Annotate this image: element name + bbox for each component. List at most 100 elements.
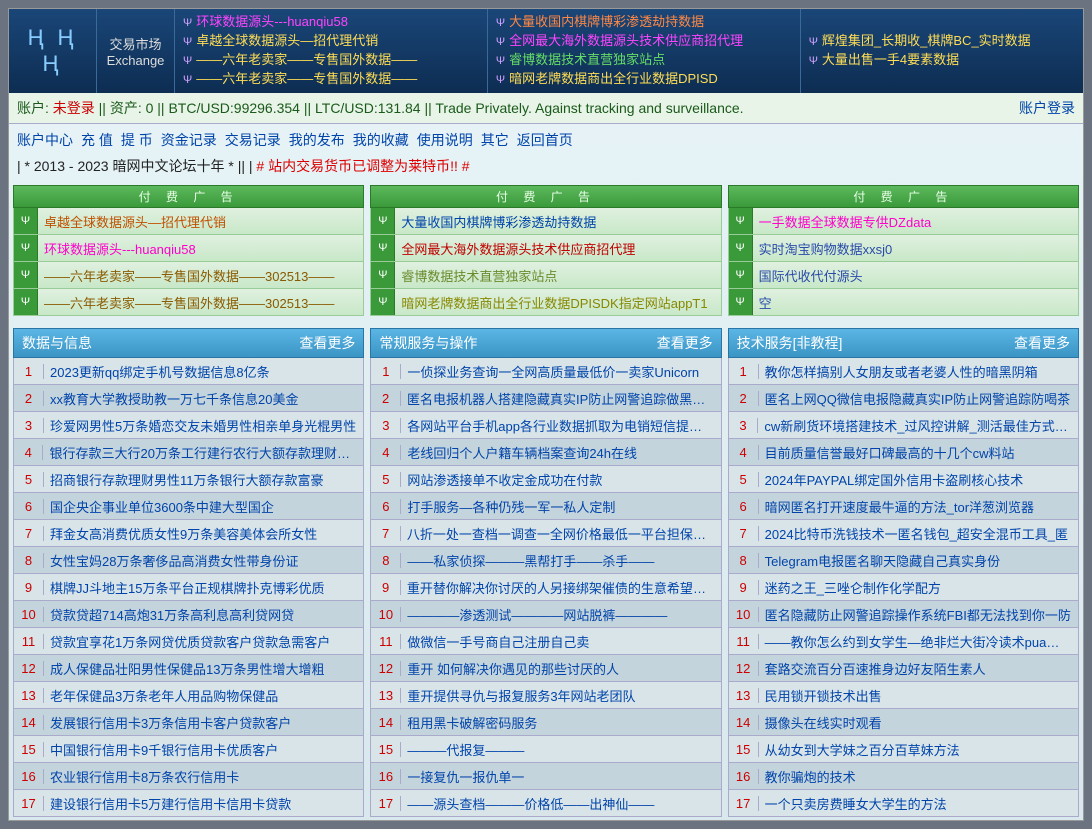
list-item[interactable]: 16一接复仇一报仇单一 — [370, 763, 721, 790]
announce-col-1: Ψ环球数据源头---huanqiu58Ψ卓越全球数据源头—招代理代销Ψ——六年老… — [175, 9, 488, 93]
list-item[interactable]: 7拜金女高消费优质女性9万条美容美体会所女性 — [13, 520, 364, 547]
list-item[interactable]: 3珍爱网男性5万条婚恋交友未婚男性相亲单身光棍男性 — [13, 412, 364, 439]
announce-line[interactable]: Ψ大量收国内棋牌博彩渗透劫持数据 — [496, 13, 792, 32]
ad-columns: 付 费 广 告 Ψ卓越全球数据源头—招代理代销Ψ环球数据源头---huanqiu5… — [9, 182, 1083, 319]
ad-row[interactable]: Ψ——六年老卖家——专售国外数据——302513—— — [13, 289, 364, 316]
announce-line[interactable]: Ψ——六年老卖家——专售国外数据—— — [183, 51, 479, 70]
ad-row[interactable]: Ψ实时淘宝购物数据xxsj0 — [728, 235, 1079, 262]
list-item[interactable]: 9重开替你解决你讨厌的人另接绑架催债的生意希望对拍 — [370, 574, 721, 601]
list-item[interactable]: 6国企央企事业单位3600条中建大型国企 — [13, 493, 364, 520]
list-item[interactable]: 3cw新刷货环境搭建技术_过风控讲解_测活最佳方式_资 — [728, 412, 1079, 439]
ad-section-header: 付 费 广 告 — [728, 185, 1079, 208]
list-item[interactable]: 13老年保健品3万条老年人用品购物保健品 — [13, 682, 364, 709]
notice-b: # 站内交易货币已调整为莱特币!! # — [256, 158, 469, 174]
list-item[interactable]: 8女性宝妈28万条奢侈品高消费女性带身份证 — [13, 547, 364, 574]
announce-line[interactable]: Ψ卓越全球数据源头—招代理代销 — [183, 32, 479, 51]
login-link[interactable]: 账户登录 — [1019, 98, 1075, 118]
list-item[interactable]: 6打手服务—各种仍残一军一私人定制 — [370, 493, 721, 520]
list-item[interactable]: 2匿名电报机器人搭建隐藏真实IP防止网警追踪做黑产必 — [370, 385, 721, 412]
announce-line[interactable]: Ψ环球数据源头---huanqiu58 — [183, 13, 479, 32]
list-item[interactable]: 10匿名隐藏防止网警追踪操作系统FBI都无法找到你一防 — [728, 601, 1079, 628]
view-more-link[interactable]: 查看更多 — [1014, 333, 1070, 353]
list-item[interactable]: 1教你怎样搞别人女朋友或者老婆人性的暗黑阴箱 — [728, 358, 1079, 385]
ad-row[interactable]: Ψ暗网老牌数据商出全行业数据DPISDK指定网站appT1 — [370, 289, 721, 316]
list-item[interactable]: 9棋牌JJ斗地主15万条平台正规棋牌扑克博彩优质 — [13, 574, 364, 601]
list-item[interactable]: 4银行存款三大行20万条工行建行农行大额存款理财客户 — [13, 439, 364, 466]
nav-link[interactable]: 我的发布 — [289, 132, 345, 148]
list-item[interactable]: 12023更新qq绑定手机号数据信息8亿条 — [13, 358, 364, 385]
list-item[interactable]: 7八折一处一查档一调查一全网价格最低一平台担保交易 — [370, 520, 721, 547]
list-item[interactable]: 5网站渗透接单不收定金成功在付款 — [370, 466, 721, 493]
view-more-link[interactable]: 查看更多 — [299, 333, 355, 353]
nav-link[interactable]: 资金记录 — [161, 132, 217, 148]
list-item[interactable]: 11——教你怎么约到女学生—绝非烂大街冷读术pua教程 — [728, 628, 1079, 655]
list-item[interactable]: 17建设银行信用卡5万建行信用卡信用卡贷款 — [13, 790, 364, 817]
nav-link[interactable]: 其它 — [481, 132, 509, 148]
row-text: 老年保健品3万条老年人用品购物保健品 — [44, 686, 284, 705]
announce-line[interactable]: Ψ辉煌集团_长期收_棋牌BC_实时数据 — [809, 32, 1075, 51]
list-item[interactable]: 14摄像头在线实时观看 — [728, 709, 1079, 736]
list-item[interactable]: 13民用锁开锁技术出售 — [728, 682, 1079, 709]
list-item[interactable]: 10贷款贷超714高炮31万条高利息高利贷网贷 — [13, 601, 364, 628]
ad-row[interactable]: Ψ——六年老卖家——专售国外数据——302513—— — [13, 262, 364, 289]
list-item[interactable]: 12成人保健品壮阳男性保健品13万条男性增大增粗 — [13, 655, 364, 682]
ad-row[interactable]: Ψ大量收国内棋牌博彩渗透劫持数据 — [370, 208, 721, 235]
announce-line[interactable]: Ψ全网最大海外数据源头技术供应商招代理 — [496, 32, 792, 51]
list-item[interactable]: 12套路交流百分百速推身边好友陌生素人 — [728, 655, 1079, 682]
view-more-link[interactable]: 查看更多 — [657, 333, 713, 353]
announce-line[interactable]: Ψ——六年老卖家——专售国外数据—— — [183, 70, 479, 89]
list-item[interactable]: 17一个只卖房费睡女大学生的方法 — [728, 790, 1079, 817]
list-item[interactable]: 16教你骗炮的技术 — [728, 763, 1079, 790]
list-item[interactable]: 15———代报复——— — [370, 736, 721, 763]
list-item[interactable]: 1一侦探业务查询一全网高质量最低价一卖家Unicorn — [370, 358, 721, 385]
list-item[interactable]: 3各网站平台手机app各行业数据抓取为电销短信提供一 — [370, 412, 721, 439]
list-item[interactable]: 12重开 如何解决你遇见的那些讨厌的人 — [370, 655, 721, 682]
list-item[interactable]: 9迷药之王_三唑仑制作化学配方 — [728, 574, 1079, 601]
list-item[interactable]: 2匿名上网QQ微信电报隐藏真实IP防止网警追踪防喝茶 — [728, 385, 1079, 412]
list-item[interactable]: 6暗网匿名打开速度最牛逼的方法_tor洋葱浏览器 — [728, 493, 1079, 520]
list-item[interactable]: 4目前质量信誉最好口碑最高的十几个cw料站 — [728, 439, 1079, 466]
announce-line[interactable]: Ψ大量出售一手4要素数据 — [809, 51, 1075, 70]
ad-row[interactable]: Ψ一手数据全球数据专供DZdata — [728, 208, 1079, 235]
nav-link[interactable]: 返回首页 — [517, 132, 573, 148]
logo[interactable]: ⱧⱧ Ⱨ — [9, 9, 97, 93]
announce-line[interactable]: Ψ睿博数据技术直营独家站点 — [496, 51, 792, 70]
nav-link[interactable]: 交易记录 — [225, 132, 281, 148]
list-item[interactable]: 5招商银行存款理财男性11万条银行大额存款富豪 — [13, 466, 364, 493]
ad-row[interactable]: Ψ环球数据源头---huanqiu58 — [13, 235, 364, 262]
announce-text: 暗网老牌数据商出全行业数据DPISD — [509, 71, 718, 86]
list-item[interactable]: 10————渗透测试————网站脱裤———— — [370, 601, 721, 628]
row-number: 9 — [371, 580, 401, 595]
list-item[interactable]: 72024比特币洗钱技术一匿名钱包_超安全混币工具_匿 — [728, 520, 1079, 547]
nav-link[interactable]: 账户中心 — [17, 132, 73, 148]
header: ⱧⱧ Ⱨ 交易市场 Exchange Ψ环球数据源头---huanqiu58Ψ卓… — [9, 9, 1083, 93]
list-item[interactable]: 11做微信一手号商自己注册自己卖 — [370, 628, 721, 655]
list-item[interactable]: 8Telegram电报匿名聊天隐藏自己真实身份 — [728, 547, 1079, 574]
nav-link[interactable]: 使用说明 — [417, 132, 473, 148]
ad-row[interactable]: Ψ全网最大海外数据源头技术供应商招代理 — [370, 235, 721, 262]
list-item[interactable]: 16农业银行信用卡8万条农行信用卡 — [13, 763, 364, 790]
ad-text: ——六年老卖家——专售国外数据——302513—— — [38, 266, 340, 285]
announce-line[interactable]: Ψ暗网老牌数据商出全行业数据DPISD — [496, 70, 792, 89]
list-item[interactable]: 13重开提供寻仇与报复服务3年网站老团队 — [370, 682, 721, 709]
row-text: ——教你怎么约到女学生—绝非烂大街冷读术pua教程 — [759, 632, 1078, 651]
nav-link[interactable]: 我的收藏 — [353, 132, 409, 148]
list-item[interactable]: 15中国银行信用卡9千银行信用卡优质客户 — [13, 736, 364, 763]
row-text: 发展银行信用卡3万条信用卡客户贷款客户 — [44, 713, 297, 732]
ad-row[interactable]: Ψ国际代收代付源头 — [728, 262, 1079, 289]
row-number: 3 — [14, 418, 44, 433]
list-item[interactable]: 14租用黑卡破解密码服务 — [370, 709, 721, 736]
list-item[interactable]: 4老线回归个人户籍车辆档案查询24h在线 — [370, 439, 721, 466]
list-item[interactable]: 15从幼女到大学妹之百分百草妹方法 — [728, 736, 1079, 763]
list-item[interactable]: 52024年PAYPAL绑定国外信用卡盗刷核心技术 — [728, 466, 1079, 493]
ad-row[interactable]: Ψ空 — [728, 289, 1079, 316]
ad-row[interactable]: Ψ睿博数据技术直营独家站点 — [370, 262, 721, 289]
nav-link[interactable]: 充 值 — [81, 132, 113, 148]
nav-link[interactable]: 提 币 — [121, 132, 153, 148]
list-item[interactable]: 8——私家侦探———黑帮打手——杀手—— — [370, 547, 721, 574]
list-item[interactable]: 17——源头查档———价格低——出神仙—— — [370, 790, 721, 817]
list-item[interactable]: 2xx教育大学教授助教一万七千条信息20美金 — [13, 385, 364, 412]
list-item[interactable]: 11贷款宜享花1万条网贷优质贷款客户贷款急需客户 — [13, 628, 364, 655]
list-item[interactable]: 14发展银行信用卡3万条信用卡客户贷款客户 — [13, 709, 364, 736]
ad-row[interactable]: Ψ卓越全球数据源头—招代理代销 — [13, 208, 364, 235]
